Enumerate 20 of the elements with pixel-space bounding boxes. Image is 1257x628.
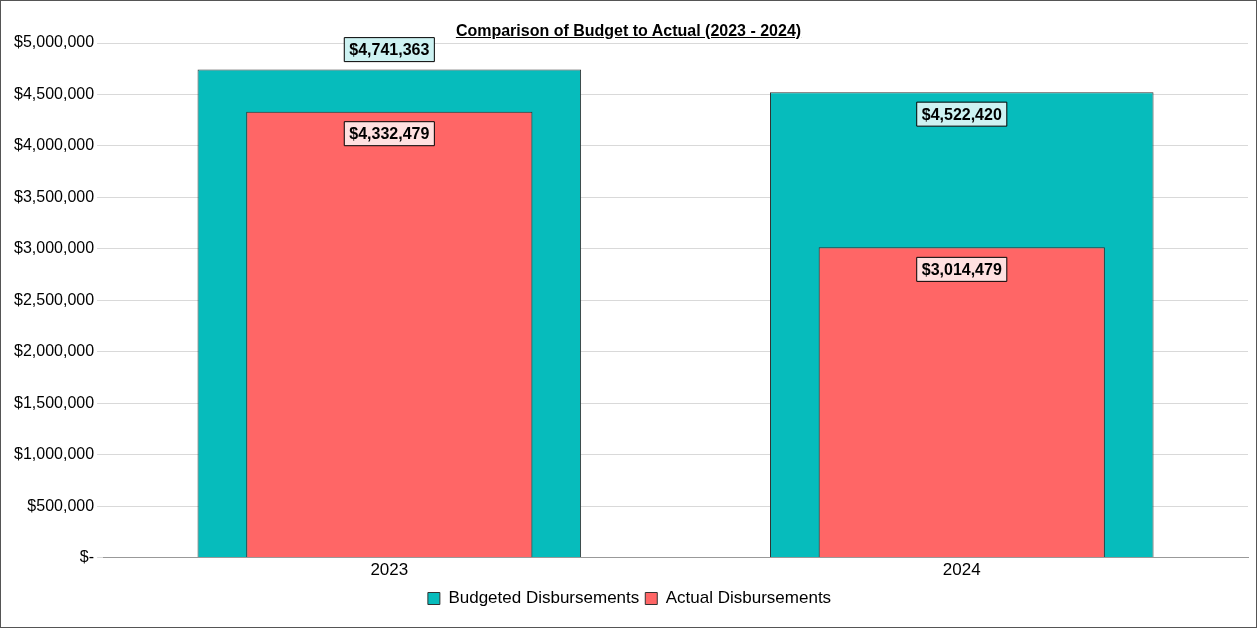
x-tick-label: 2024 (942, 560, 981, 580)
y-tick-label: $3,000,000 (14, 239, 95, 257)
y-tick-label: $- (79, 548, 95, 566)
data-label: $4,522,420 (921, 105, 1002, 123)
y-tick-label: $4,500,000 (14, 84, 95, 102)
x-tick-label: 2023 (370, 560, 409, 580)
y-tick-label: $1,500,000 (14, 393, 95, 411)
legend-label: Actual Disbursements (665, 588, 832, 608)
data-label: $4,741,363 (349, 41, 430, 59)
y-tick-label: $4,000,000 (14, 136, 95, 154)
data-label: $4,332,479 (349, 125, 430, 143)
y-tick-label: $2,000,000 (14, 342, 95, 360)
y-tick-label: $3,500,000 (14, 187, 95, 205)
y-tick-label: $2,500,000 (14, 290, 95, 308)
y-tick-label: $5,000,000 (14, 33, 95, 51)
data-label: $3,014,479 (921, 260, 1002, 278)
y-tick-label: $500,000 (27, 496, 95, 514)
chart-title: Comparison of Budget to Actual (2023 - 2024) (455, 22, 802, 39)
legend-label: Budgeted Disbursements (448, 588, 640, 608)
y-tick-label: $1,000,000 (14, 445, 95, 463)
